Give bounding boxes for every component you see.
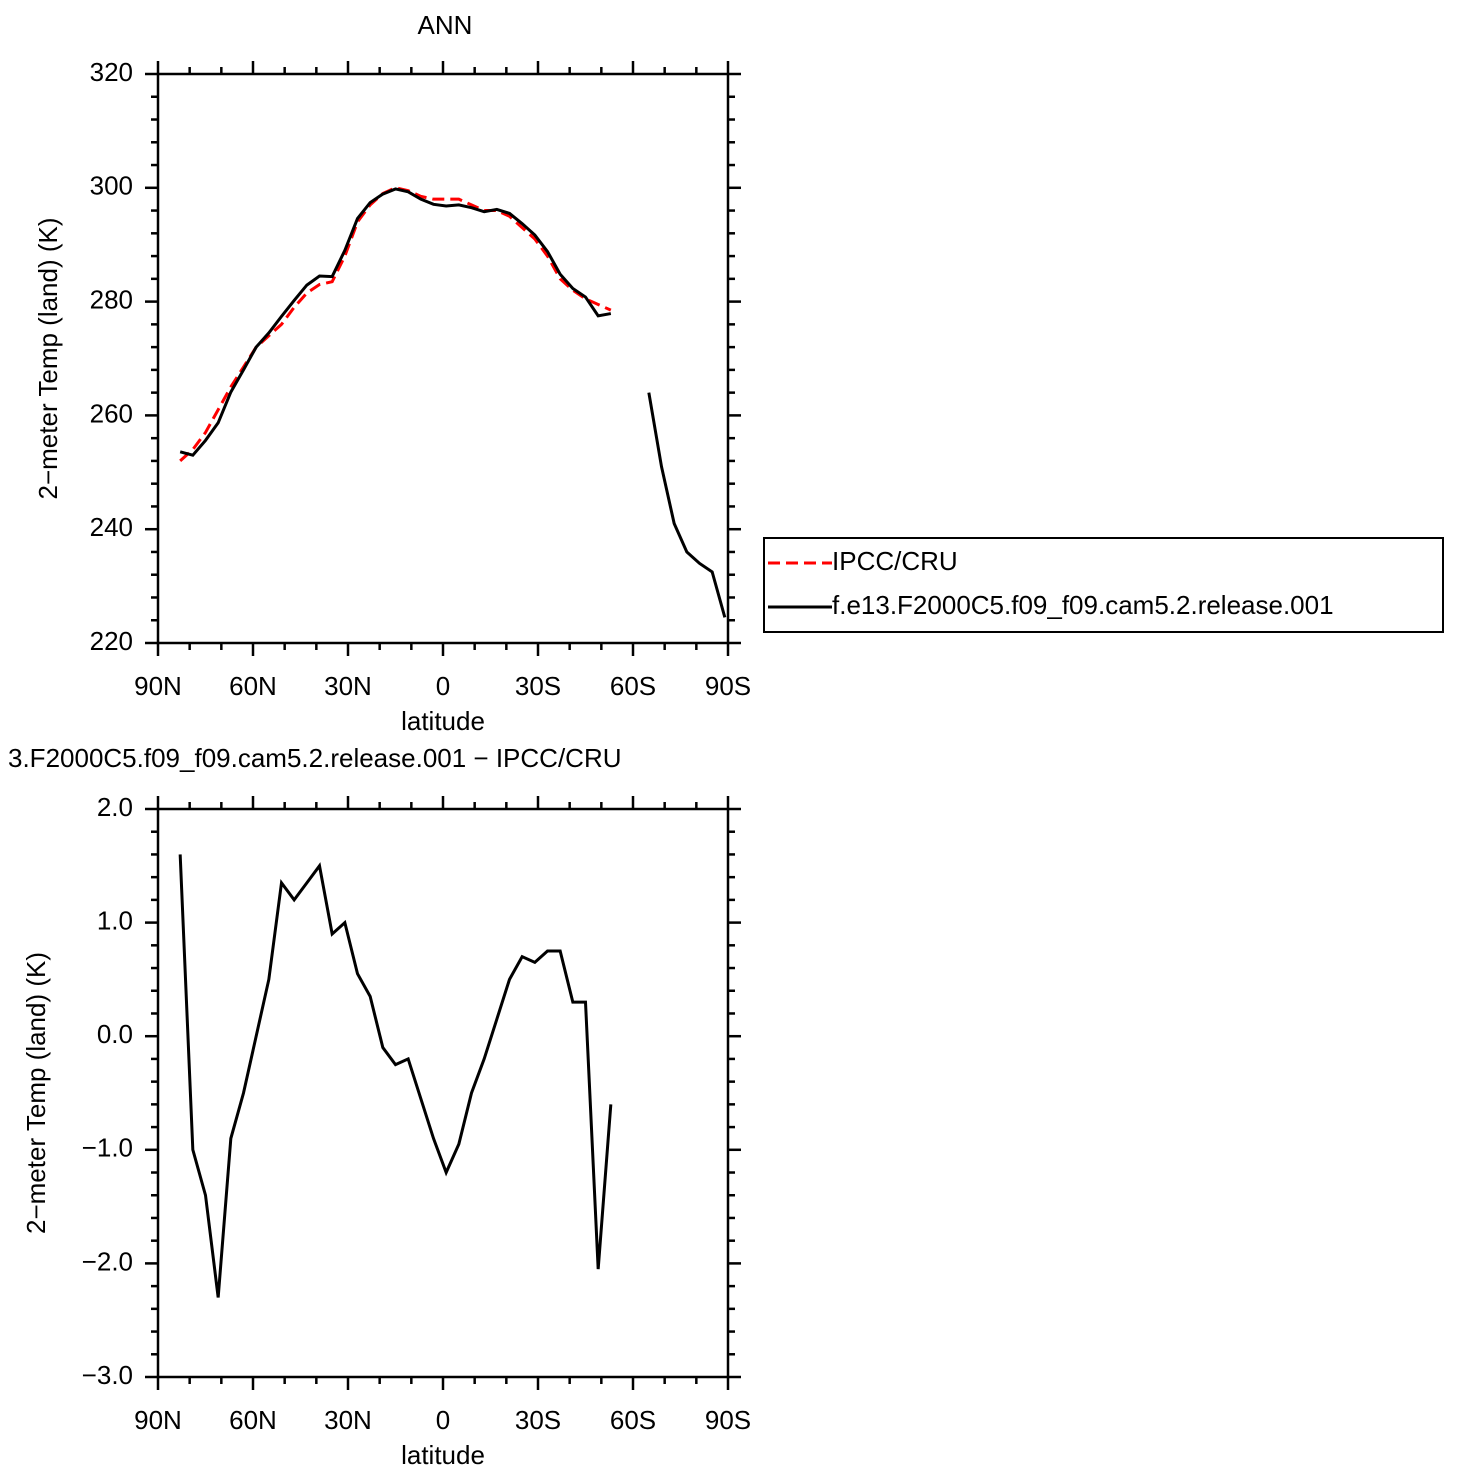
chart-title: ANN: [418, 10, 473, 40]
x-tick-label: 90N: [134, 671, 182, 701]
x-tick-label: 90N: [134, 1405, 182, 1435]
y-tick-label: 0.0: [97, 1019, 133, 1049]
legend-box: [763, 537, 1444, 633]
x-tick-label: 90S: [705, 1405, 751, 1435]
x-tick-label: 0: [436, 1405, 450, 1435]
x-tick-label: 30S: [515, 671, 561, 701]
x-tick-label: 60S: [610, 671, 656, 701]
y-tick-label: 220: [90, 626, 133, 656]
x-tick-label: 30N: [324, 1405, 372, 1435]
y-tick-label: 1.0: [97, 905, 133, 935]
y-tick-label: 300: [90, 171, 133, 201]
legend-label: f.e13.F2000C5.f09_f09.cam5.2.release.001: [832, 590, 1334, 620]
chart-title: 3.F2000C5.f09_f09.cam5.2.release.001 − I…: [8, 743, 622, 773]
x-tick-label: 30N: [324, 671, 372, 701]
y-tick-label: −1.0: [82, 1133, 133, 1163]
y-tick-label: 2.0: [97, 792, 133, 822]
y-tick-label: 260: [90, 398, 133, 428]
x-tick-label: 60S: [610, 1405, 656, 1435]
data-line: [179, 186, 612, 463]
y-tick-label: −2.0: [82, 1246, 133, 1276]
y-tick-label: −3.0: [82, 1360, 133, 1390]
y-axis-label: 2−meter Temp (land) (K): [33, 217, 63, 499]
y-tick-label: 240: [90, 512, 133, 542]
x-axis-label: latitude: [401, 1440, 485, 1470]
y-axis-label: 2−meter Temp (land) (K): [21, 952, 51, 1234]
plot-frame: [156, 72, 730, 645]
y-tick-label: 280: [90, 284, 133, 314]
data-line: [179, 187, 727, 618]
x-tick-label: 0: [436, 671, 450, 701]
x-axis-label: latitude: [401, 706, 485, 736]
x-tick-label: 30S: [515, 1405, 561, 1435]
y-tick-label: 320: [90, 57, 133, 87]
data-line: [178, 854, 613, 1298]
legend-label: IPCC/CRU: [832, 546, 958, 576]
x-tick-label: 90S: [705, 671, 751, 701]
x-tick-label: 60N: [229, 671, 277, 701]
x-tick-label: 60N: [229, 1405, 277, 1435]
